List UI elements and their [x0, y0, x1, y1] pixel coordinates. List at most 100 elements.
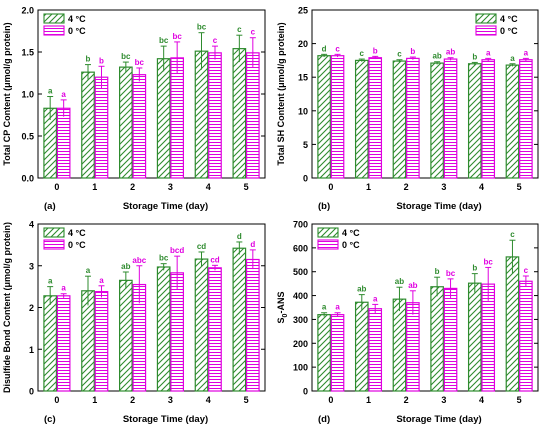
significance-letter: c: [237, 25, 242, 34]
significance-letter: c: [213, 36, 218, 45]
significance-letter: b: [410, 47, 415, 56]
significance-letter: bc: [484, 257, 494, 266]
significance-letter: cd: [197, 242, 206, 251]
x-tick-label: 2: [404, 395, 409, 405]
legend-label: 4 °C: [68, 228, 86, 238]
significance-letter: ab: [395, 277, 404, 286]
significance-letter: c: [335, 44, 340, 53]
significance-letter: a: [99, 276, 104, 285]
y-tick-label: 600: [293, 243, 308, 253]
bar-4c: [194, 258, 209, 392]
bar-4c: [43, 295, 58, 392]
x-tick-label: 4: [479, 395, 484, 405]
y-tick-label: 2.0: [21, 6, 34, 16]
bar-4c: [81, 290, 95, 392]
significance-letter: bc: [121, 52, 131, 61]
y-tick-label: 500: [293, 267, 308, 277]
significance-letter: a: [48, 277, 53, 286]
y-tick-label: 200: [293, 339, 308, 349]
bar-4c: [317, 314, 331, 392]
bar-0c: [481, 59, 496, 179]
y-axis-label: Disulfide Bond Content (μmol/g protein): [2, 222, 12, 393]
legend-swatch-0c: [43, 239, 65, 250]
significance-letter: a: [486, 48, 491, 57]
bar-0c: [519, 280, 533, 392]
significance-letter: bc: [197, 23, 207, 32]
bar-4c: [118, 66, 133, 179]
x-tick-label: 5: [517, 395, 522, 405]
y-axis-label: Total SH Content (μmol/g protein): [276, 22, 286, 165]
y-axis-label: Total CP Content (μmol/g protein): [2, 22, 12, 165]
significance-letter: ab: [121, 262, 130, 271]
panel-label: (c): [44, 414, 56, 425]
y-tick-label: 700: [293, 220, 308, 230]
legend-swatch-0c: [475, 25, 497, 36]
significance-letter: b: [86, 55, 91, 64]
y-axis-label: S0-ANS: [276, 292, 289, 324]
significance-letter: b: [472, 52, 477, 61]
significance-letter: a: [48, 87, 53, 96]
x-tick-label: 3: [441, 395, 446, 405]
panel-label: (d): [318, 414, 330, 425]
y-tick-label: 300: [293, 315, 308, 325]
legend-swatch-0c: [317, 239, 339, 250]
legend-label: 4 °C: [68, 14, 86, 24]
y-tick-label: 0: [303, 174, 308, 184]
bar-0c: [245, 52, 260, 179]
y-tick-label: 100: [293, 363, 308, 373]
significance-letter: a: [61, 90, 66, 99]
x-tick-label: 1: [92, 182, 97, 192]
x-tick-label: 4: [206, 182, 211, 192]
x-tick-label: 1: [366, 182, 371, 192]
x-tick-label: 0: [54, 395, 59, 405]
bar-0c: [368, 57, 383, 179]
significance-letter: a: [86, 266, 91, 275]
significance-letter: c: [397, 50, 402, 59]
significance-letter: c: [360, 49, 365, 58]
bar-4c: [317, 55, 331, 179]
bar-4c: [505, 64, 520, 179]
x-tick-label: 3: [168, 395, 173, 405]
significance-letter: d: [250, 240, 255, 249]
y-tick-label: 5: [303, 140, 308, 150]
significance-letter: ab: [432, 52, 441, 61]
x-tick-label: 2: [130, 395, 135, 405]
bar-4c: [232, 247, 247, 392]
bar-4c: [354, 301, 369, 392]
y-tick-label: 25: [298, 6, 308, 16]
bar-4c: [81, 71, 95, 179]
x-tick-label: 1: [92, 395, 97, 405]
significance-letter: a: [524, 48, 529, 57]
y-tick-label: 0: [303, 387, 308, 397]
significance-letter: d: [237, 232, 242, 241]
significance-letter: a: [373, 294, 378, 303]
bar-0c: [170, 57, 185, 179]
y-tick-label: 10: [298, 106, 308, 116]
plot-frame: [311, 223, 539, 392]
legend-label: 4 °C: [500, 14, 518, 24]
bar-4c: [467, 282, 482, 392]
legend-swatch-4c: [317, 227, 339, 238]
significance-letter: d: [322, 44, 327, 53]
legend-label: 0 °C: [68, 26, 86, 36]
significance-letter: bc: [159, 254, 169, 263]
legend-label: 0 °C: [68, 240, 86, 250]
bar-0c: [443, 58, 458, 179]
bar-0c: [56, 295, 71, 392]
legend-swatch-0c: [43, 25, 65, 36]
x-axis-label: Storage Time (day): [396, 414, 481, 425]
bar-4c: [156, 58, 171, 179]
legend-swatch-4c: [43, 13, 65, 24]
significance-letter: bcd: [170, 246, 184, 255]
significance-letter: ab: [357, 285, 366, 294]
bar-0c: [406, 57, 420, 179]
bar-0c: [208, 267, 222, 392]
x-tick-label: 0: [328, 182, 333, 192]
bar-0c: [330, 314, 345, 392]
x-tick-label: 5: [244, 182, 249, 192]
bar-0c: [330, 55, 345, 179]
y-tick-label: 20: [298, 39, 308, 49]
